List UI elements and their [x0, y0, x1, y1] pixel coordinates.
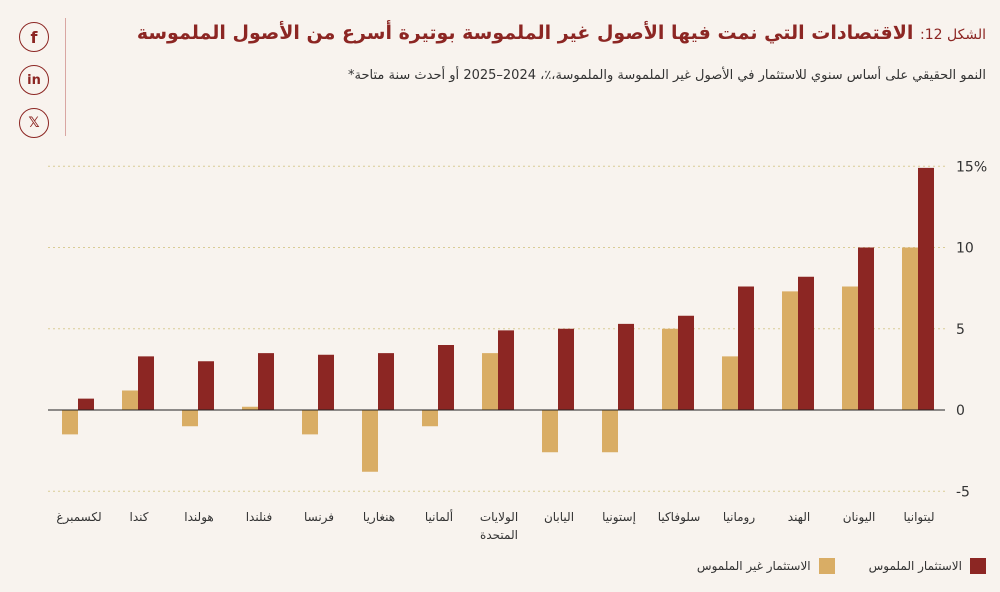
- x-tick-label: اليونان: [843, 510, 876, 525]
- bar-tangible: [78, 398, 94, 410]
- bar-tangible: [198, 361, 214, 410]
- x-tick-label: هنغاريا: [363, 510, 395, 525]
- chart-title: الشكل 12: الاقتصادات التي نمت فيها الأصو…: [86, 22, 986, 44]
- facebook-glyph: f: [30, 27, 38, 47]
- legend-label-tangible: الاستثمار الملموس: [868, 559, 962, 573]
- x-tick-label: رومانيا: [723, 510, 755, 525]
- x-tick-label: إستونيا: [602, 510, 636, 525]
- x-tick-label: سلوفاكيا: [658, 510, 701, 525]
- bar-intangible: [782, 291, 798, 410]
- bar-intangible: [122, 390, 138, 410]
- x-tick-label: الهند: [788, 510, 810, 524]
- legend-label-intangible: الاستثمار غير الملموس: [696, 559, 811, 573]
- bar-intangible: [302, 410, 318, 435]
- bar-intangible: [662, 328, 678, 410]
- x-tick-label: لكسمبرغ: [56, 510, 101, 525]
- y-tick-label: 5: [956, 322, 965, 338]
- x-tick-label: اليابان: [544, 510, 574, 524]
- bar-intangible: [62, 410, 78, 435]
- figure-title: الاقتصادات التي نمت فيها الأصول غير المل…: [136, 22, 914, 44]
- bar-tangible: [318, 354, 334, 410]
- bar-tangible: [918, 167, 934, 410]
- x-tick-label: فرنسا: [304, 510, 334, 525]
- linkedin-glyph: in: [27, 72, 41, 88]
- bar-tangible: [558, 328, 574, 410]
- x-icon[interactable]: 𝕏: [19, 108, 49, 138]
- divider: [65, 18, 66, 136]
- bar-tangible: [618, 323, 634, 410]
- bar-intangible: [362, 410, 378, 472]
- x-tick-label: فنلندا: [246, 510, 273, 524]
- x-glyph: 𝕏: [28, 115, 40, 131]
- bar-intangible: [182, 410, 198, 427]
- legend-swatch-tangible: [970, 558, 986, 574]
- x-tick-label: ليتوانيا: [903, 510, 934, 525]
- x-tick-label: الولايات المتحدة: [480, 510, 518, 542]
- bar-tangible: [858, 247, 874, 410]
- y-tick-label: 10: [956, 241, 974, 257]
- figure-number: الشكل 12:: [920, 27, 986, 43]
- bar-tangible: [378, 353, 394, 410]
- bar-tangible: [138, 356, 154, 410]
- bar-intangible: [722, 356, 738, 410]
- linkedin-icon[interactable]: in: [19, 65, 49, 95]
- y-tick-label: 15%: [956, 159, 987, 175]
- x-tick-label: كندا: [130, 510, 149, 524]
- chart-subtitle: النمو الحقيقي على أساس سنوي للاستثمار في…: [348, 68, 986, 83]
- bar-tangible: [798, 276, 814, 410]
- bar-intangible: [902, 247, 918, 410]
- x-tick-label: ألمانيا: [425, 509, 453, 524]
- y-tick-label: 0: [956, 403, 965, 419]
- bar-tangible: [258, 353, 274, 410]
- bar-intangible: [482, 353, 498, 410]
- bar-tangible: [438, 345, 454, 410]
- y-tick-label: -5: [956, 484, 970, 500]
- bar-tangible: [678, 315, 694, 410]
- facebook-icon[interactable]: f: [19, 22, 49, 52]
- bar-intangible: [422, 410, 438, 427]
- bar-intangible: [842, 286, 858, 410]
- bar-tangible: [738, 286, 754, 410]
- bar-intangible: [602, 410, 618, 453]
- legend: الاستثمار الملموس الاستثمار غير الملموس: [697, 558, 986, 574]
- bar-tangible: [498, 330, 514, 410]
- bar-intangible: [242, 406, 258, 410]
- bar-intangible: [542, 410, 558, 453]
- x-tick-label: هولندا: [184, 510, 213, 525]
- legend-swatch-intangible: [818, 558, 835, 574]
